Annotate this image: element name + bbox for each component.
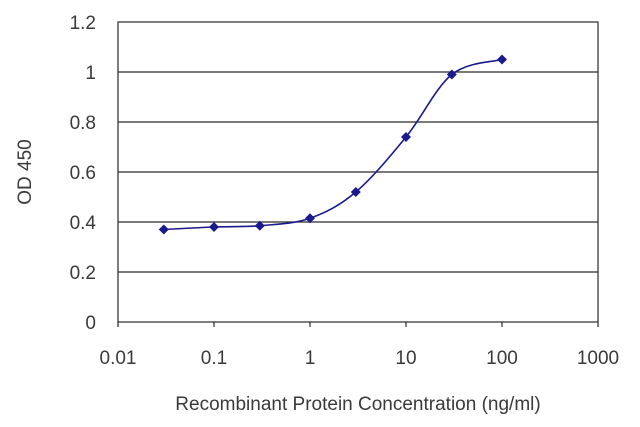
data-point [401, 132, 411, 142]
y-tick-label: 0 [85, 313, 96, 334]
y-tick-label: 0.6 [70, 163, 96, 184]
data-point [158, 224, 169, 235]
data-point [446, 69, 457, 80]
x-tick-label: 0.1 [201, 348, 227, 369]
x-tick-label: 10 [395, 348, 416, 369]
y-tick-label: 0.4 [70, 213, 97, 234]
data-point [305, 213, 315, 224]
fit-curve [163, 58, 503, 231]
data-point [254, 220, 265, 231]
x-tick-label: 100 [486, 348, 518, 369]
y-tick-label: 0.2 [70, 263, 96, 284]
data-point [497, 54, 507, 65]
y-tick-label: 1 [85, 63, 96, 84]
y-tick-label: 1.2 [70, 13, 96, 34]
x-tick-label: 0.01 [100, 348, 137, 369]
y-tick-labels: 0 0.2 0.4 0.6 0.8 1 1.2 [70, 13, 97, 334]
data-markers [158, 54, 507, 235]
x-tick-label: 1000 [577, 348, 619, 369]
y-tick-label: 0.8 [70, 113, 96, 134]
x-tick-label: 1 [305, 348, 316, 369]
y-axis-title: OD 450 [15, 139, 36, 204]
y-gridlines [118, 71, 598, 273]
x-tick-labels: 0.01 0.1 1 10 100 1000 [100, 322, 619, 369]
x-axis-title: Recombinant Protein Concentration (ng/ml… [175, 394, 540, 415]
data-point [350, 187, 361, 197]
data-point [209, 222, 219, 232]
